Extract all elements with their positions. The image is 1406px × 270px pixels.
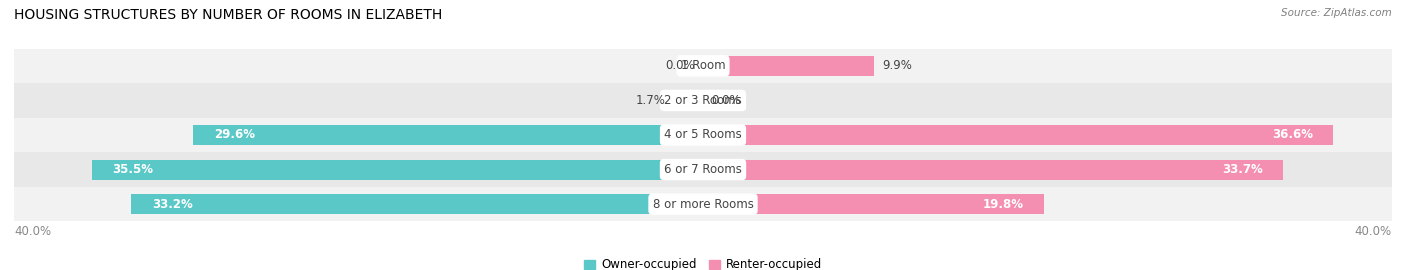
Bar	[703, 56, 873, 76]
Text: 35.5%: 35.5%	[112, 163, 153, 176]
Text: 40.0%: 40.0%	[1355, 225, 1392, 238]
Text: 4 or 5 Rooms: 4 or 5 Rooms	[664, 129, 742, 141]
Text: Source: ZipAtlas.com: Source: ZipAtlas.com	[1281, 8, 1392, 18]
Bar	[703, 160, 1284, 180]
Bar	[673, 90, 703, 110]
Text: 40.0%: 40.0%	[14, 225, 51, 238]
Bar	[703, 194, 1045, 214]
Text: 8 or more Rooms: 8 or more Rooms	[652, 198, 754, 211]
Bar	[14, 83, 1392, 118]
Text: 1.7%: 1.7%	[636, 94, 665, 107]
Text: 6 or 7 Rooms: 6 or 7 Rooms	[664, 163, 742, 176]
Bar	[193, 125, 703, 145]
Text: HOUSING STRUCTURES BY NUMBER OF ROOMS IN ELIZABETH: HOUSING STRUCTURES BY NUMBER OF ROOMS IN…	[14, 8, 443, 22]
Legend: Owner-occupied, Renter-occupied: Owner-occupied, Renter-occupied	[579, 254, 827, 270]
Text: 0.0%: 0.0%	[711, 94, 741, 107]
Text: 2 or 3 Rooms: 2 or 3 Rooms	[664, 94, 742, 107]
Text: 0.0%: 0.0%	[665, 59, 695, 72]
Text: 1 Room: 1 Room	[681, 59, 725, 72]
Text: 36.6%: 36.6%	[1271, 129, 1313, 141]
Bar	[14, 152, 1392, 187]
Bar	[14, 118, 1392, 152]
Text: 9.9%: 9.9%	[882, 59, 912, 72]
Text: 33.7%: 33.7%	[1222, 163, 1263, 176]
Bar	[14, 49, 1392, 83]
Bar	[14, 187, 1392, 221]
Bar	[91, 160, 703, 180]
Text: 29.6%: 29.6%	[214, 129, 254, 141]
Text: 19.8%: 19.8%	[983, 198, 1024, 211]
Text: 33.2%: 33.2%	[152, 198, 193, 211]
Bar	[131, 194, 703, 214]
Bar	[703, 125, 1333, 145]
